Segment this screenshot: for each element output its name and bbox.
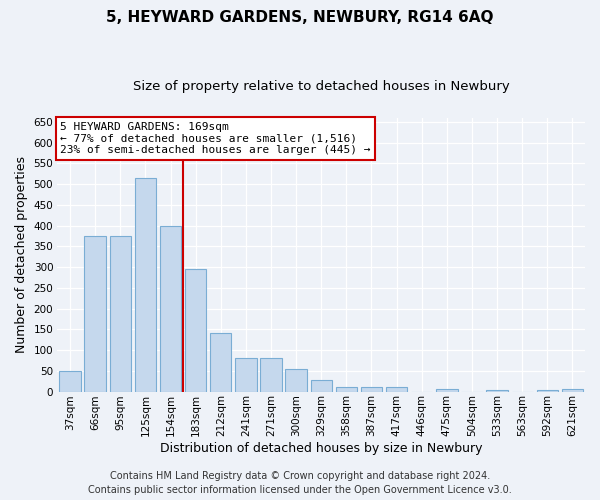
Bar — [311, 380, 332, 392]
Bar — [235, 358, 257, 392]
Bar — [286, 368, 307, 392]
Text: Contains HM Land Registry data © Crown copyright and database right 2024.
Contai: Contains HM Land Registry data © Crown c… — [88, 471, 512, 495]
Bar — [85, 236, 106, 392]
Bar — [160, 226, 181, 392]
Bar — [185, 269, 206, 392]
Bar — [260, 358, 281, 392]
Bar — [210, 334, 232, 392]
Title: Size of property relative to detached houses in Newbury: Size of property relative to detached ho… — [133, 80, 509, 93]
Bar — [436, 390, 458, 392]
Bar — [361, 388, 382, 392]
Bar — [59, 371, 81, 392]
Bar — [335, 388, 357, 392]
Bar — [386, 386, 407, 392]
Bar — [110, 236, 131, 392]
Text: 5, HEYWARD GARDENS, NEWBURY, RG14 6AQ: 5, HEYWARD GARDENS, NEWBURY, RG14 6AQ — [106, 10, 494, 25]
Bar — [536, 390, 558, 392]
Y-axis label: Number of detached properties: Number of detached properties — [15, 156, 28, 353]
Bar — [135, 178, 156, 392]
Bar — [562, 390, 583, 392]
X-axis label: Distribution of detached houses by size in Newbury: Distribution of detached houses by size … — [160, 442, 482, 455]
Text: 5 HEYWARD GARDENS: 169sqm
← 77% of detached houses are smaller (1,516)
23% of se: 5 HEYWARD GARDENS: 169sqm ← 77% of detac… — [60, 122, 371, 155]
Bar — [487, 390, 508, 392]
